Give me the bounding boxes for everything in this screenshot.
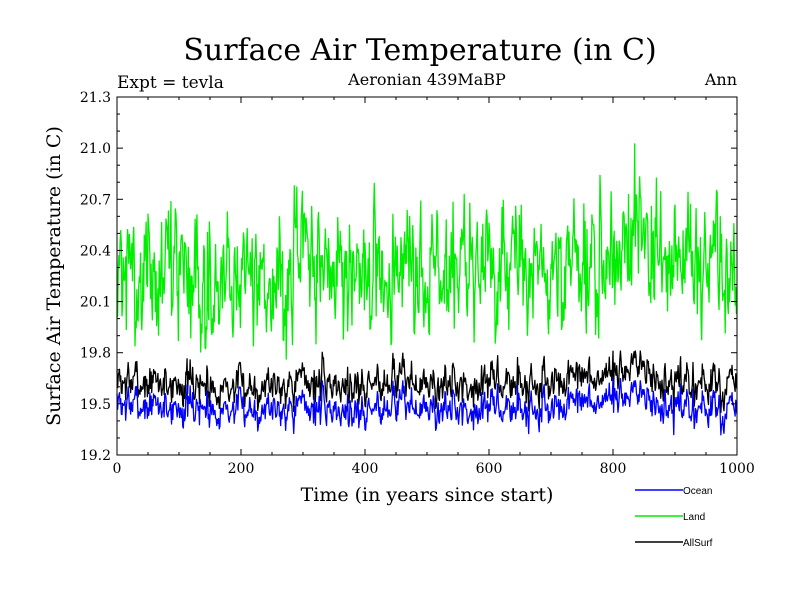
legend-label-ocean: Ocean	[683, 486, 712, 497]
y-axis-label: Surface Air Temperature (in C)	[43, 126, 65, 426]
legend-label-land: Land	[683, 512, 705, 523]
legend-label-allsurf: AllSurf	[683, 538, 713, 549]
series-line-allsurf	[116, 350, 738, 414]
series-line-land	[116, 143, 738, 360]
x-tick-label: 1000	[719, 461, 755, 477]
y-tick-label: 20.1	[80, 295, 111, 311]
x-axis-label: Time (in years since start)	[301, 484, 554, 506]
y-tick-label: 20.4	[80, 243, 111, 259]
x-tick-label: 0	[113, 461, 122, 477]
subtitle-period: Aeronian 439MaBP	[347, 70, 506, 89]
y-tick-label: 21.0	[80, 141, 111, 157]
plot-area	[116, 143, 738, 436]
y-tick-label: 19.5	[80, 397, 111, 413]
series-line-ocean	[116, 376, 738, 436]
axis-ticks: 0 200 400 600 800 1000 19.2 19.5 19.8 20.1 20.4 20.…	[80, 90, 755, 477]
subtitle-season: Ann	[704, 70, 737, 89]
y-tick-label: 21.3	[80, 90, 111, 106]
x-tick-label: 800	[600, 461, 627, 477]
legend: Ocean Land AllSurf	[635, 486, 713, 549]
x-tick-label: 200	[228, 461, 255, 477]
x-tick-label: 400	[352, 461, 379, 477]
y-tick-label: 19.8	[80, 346, 111, 362]
y-tick-label: 19.2	[80, 448, 111, 464]
chart-title: Surface Air Temperature (in C)	[183, 33, 656, 68]
x-tick-label: 600	[476, 461, 503, 477]
subtitle-expt: Expt = tevla	[117, 73, 224, 93]
y-tick-label: 20.7	[80, 192, 111, 208]
